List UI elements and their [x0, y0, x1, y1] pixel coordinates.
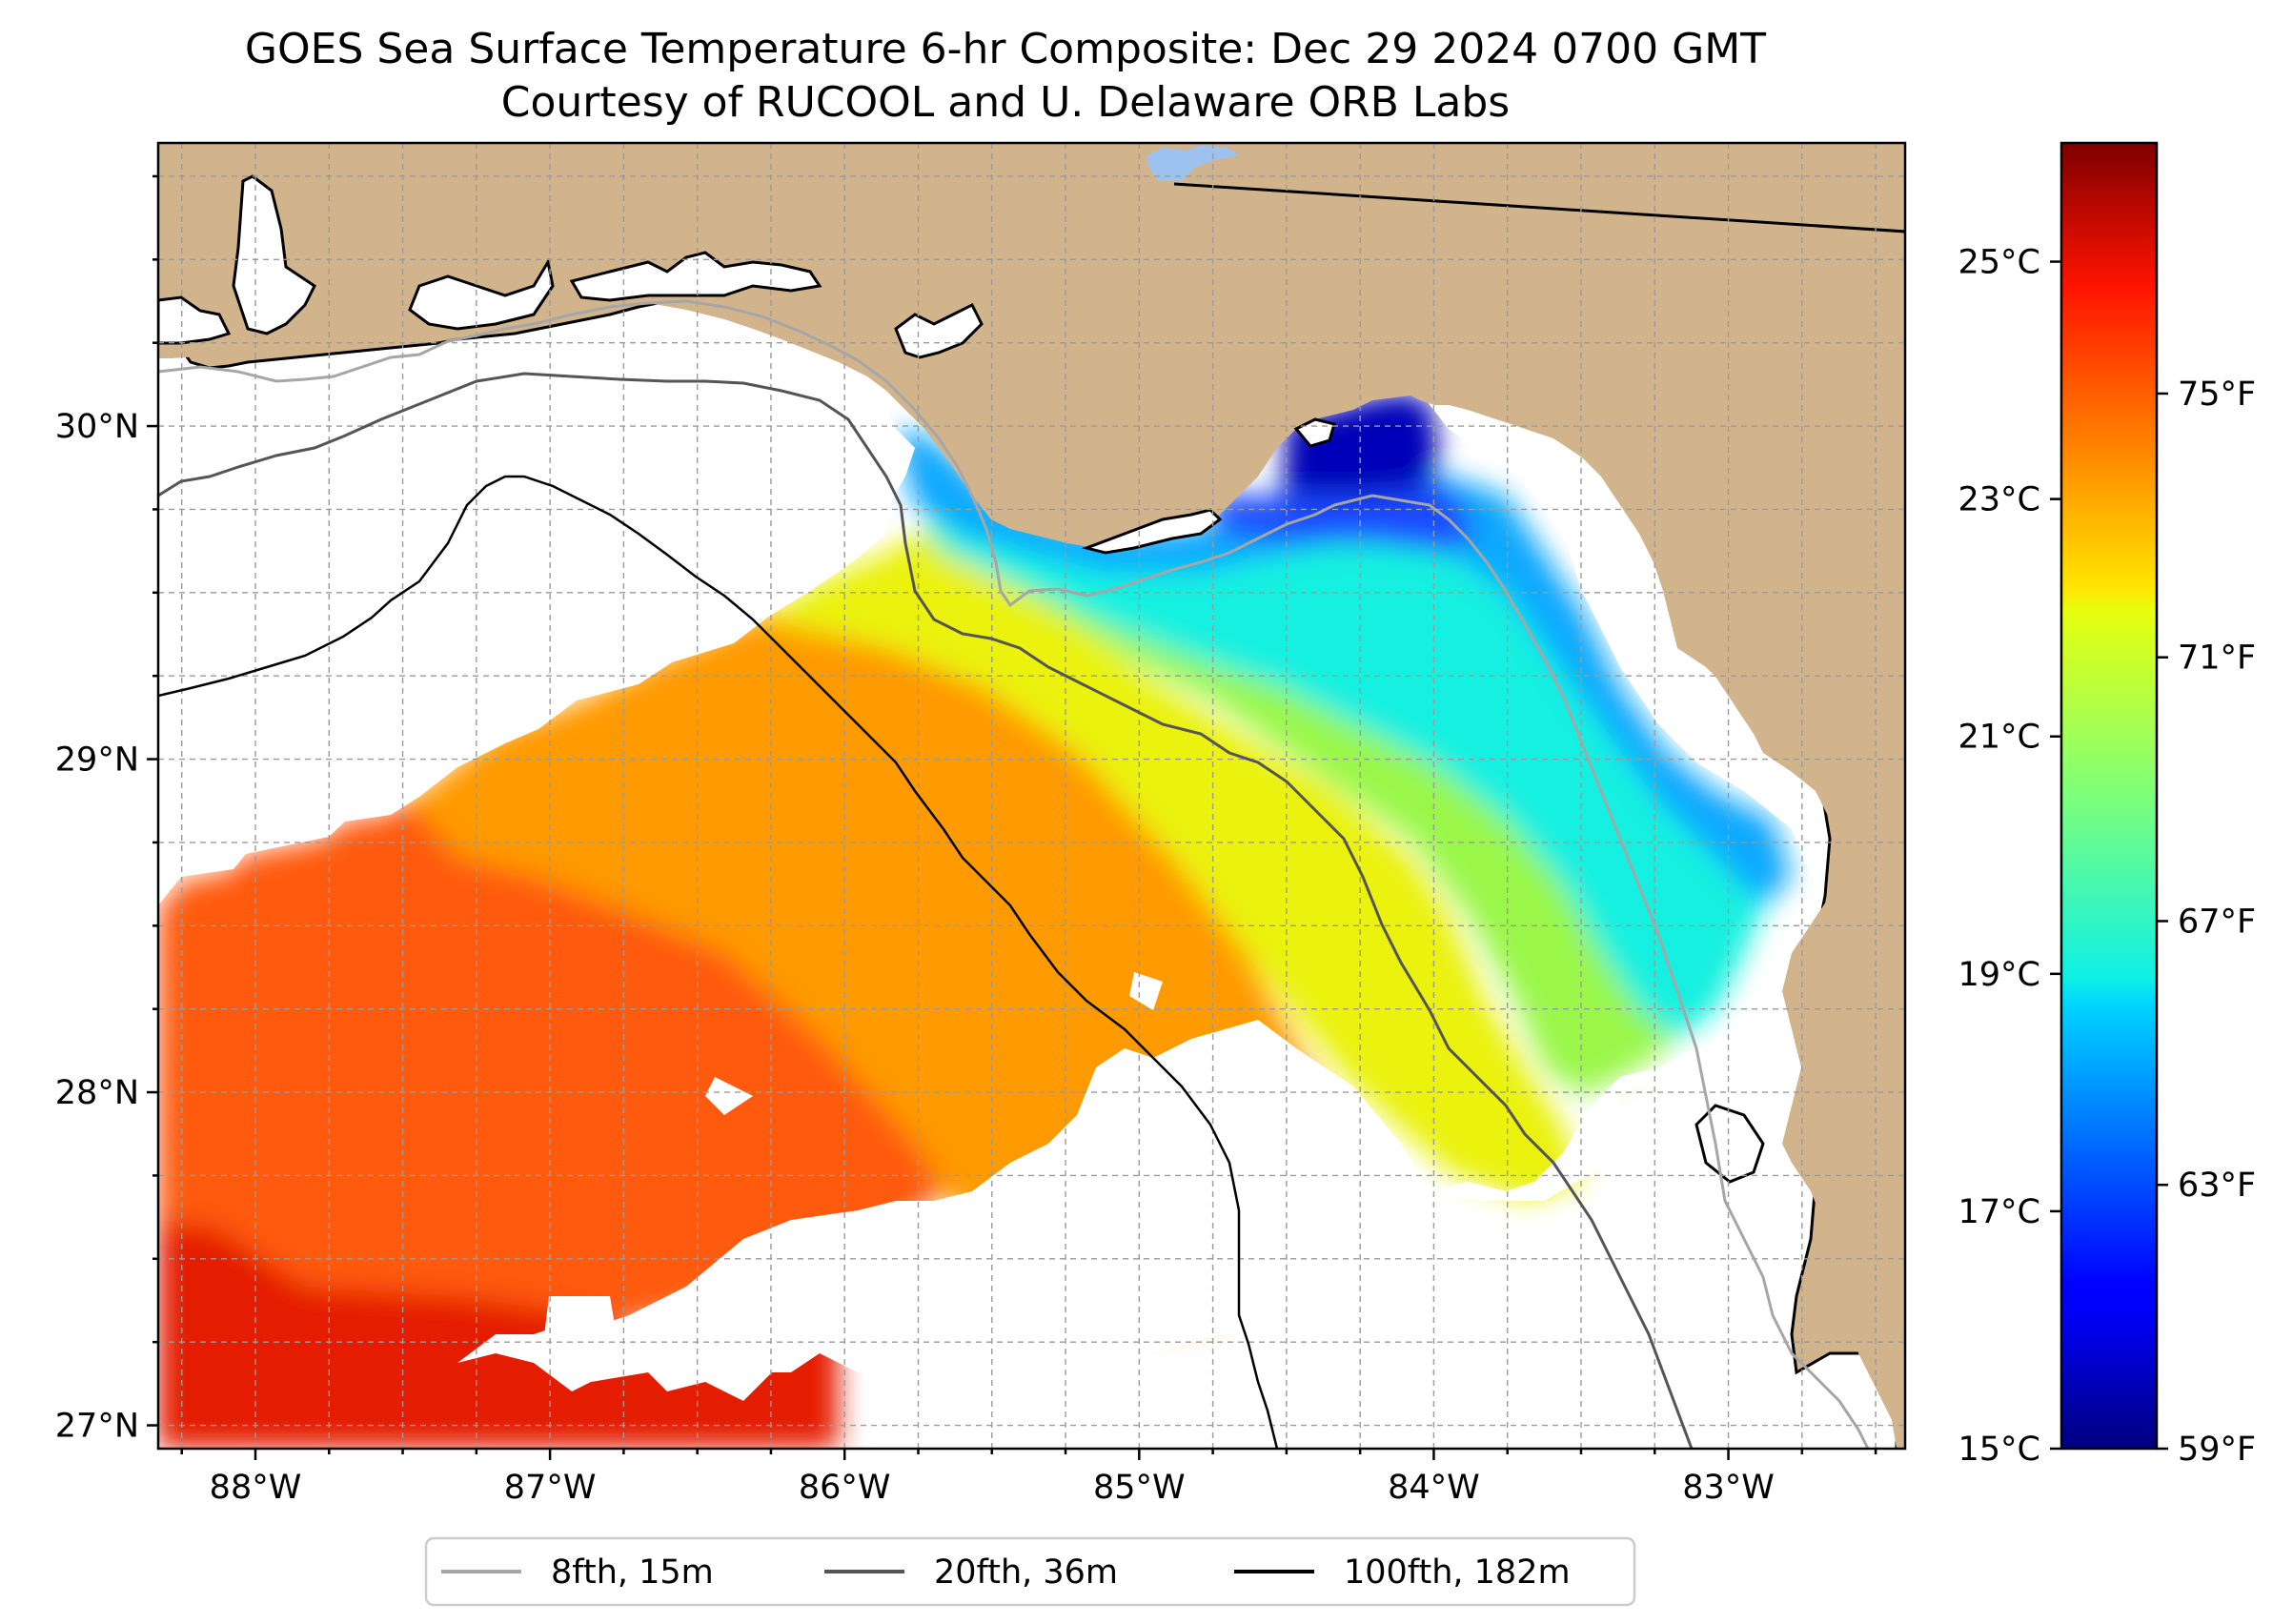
bays — [158, 174, 1765, 1184]
state-boundary-line — [1173, 182, 1905, 233]
map-panel[interactable] — [158, 143, 1906, 1449]
celsius-tick-label: 17°C — [1958, 1193, 2040, 1231]
celsius-tick-label: 19°C — [1958, 956, 2040, 994]
land-west-florida-coast — [158, 143, 1905, 1449]
sst-yellow-band — [762, 534, 1582, 1201]
lake-seminole — [1147, 145, 1239, 181]
x-tick-label: 84°W — [1388, 1469, 1480, 1507]
fahrenheit-tick-label: 75°F — [2178, 376, 2256, 414]
title-line-1: GOES Sea Surface Temperature 6-hr Compos… — [245, 25, 1766, 73]
colorbar-ticks: 25°C 23°C 21°C 19°C 17°C 15°C 75°F 71°F 67°F 63°F… — [1958, 244, 2257, 1469]
colorbar-gradient — [2060, 141, 2159, 1451]
title-line-2: Courtesy of RUCOOL and U. Delaware ORB L… — [501, 78, 1510, 127]
st-andrews-bay — [894, 302, 984, 359]
legend: 8fth, 15m 20fth, 36m 100fth, 182m — [424, 1536, 1636, 1607]
axis-ticks: 88°W 87°W 86°W 85°W 84°W 83°W 27°N 28°N 29°N 30°N — [55, 174, 1877, 1507]
mississippi-sound — [158, 295, 232, 345]
apalachicola-bay — [1081, 508, 1223, 555]
isobaths — [158, 299, 1870, 1449]
y-tick-label: 30°N — [55, 408, 139, 446]
fahrenheit-tick-label: 59°F — [2178, 1431, 2256, 1469]
celsius-tick-label: 25°C — [1958, 244, 2040, 282]
choctawhatchee-bay — [569, 251, 822, 302]
x-tick-label: 88°W — [210, 1469, 302, 1507]
land — [158, 143, 1905, 1449]
sst-field — [158, 172, 1905, 1449]
legend-box — [424, 1536, 1636, 1607]
celsius-tick-label: 21°C — [1958, 719, 2040, 757]
isobath-100fth — [158, 475, 1279, 1449]
fahrenheit-tick-label: 63°F — [2178, 1167, 2256, 1205]
isobath-20fth — [158, 372, 1694, 1449]
x-tick-label: 87°W — [504, 1469, 597, 1507]
y-tick-label: 29°N — [55, 741, 139, 780]
celsius-tick-label: 15°C — [1958, 1431, 2040, 1469]
map-gridlines — [158, 143, 1905, 1449]
legend-label: 8fth, 15m — [551, 1553, 714, 1592]
x-tick-label: 83°W — [1682, 1469, 1775, 1507]
celsius-tick-label: 23°C — [1958, 481, 2040, 519]
x-tick-label: 86°W — [799, 1469, 891, 1507]
legend-label: 20fth, 36m — [934, 1553, 1118, 1592]
y-tick-label: 27°N — [55, 1408, 139, 1446]
fahrenheit-tick-label: 67°F — [2178, 903, 2256, 941]
isobath-8fth — [158, 299, 1870, 1449]
map-frame — [156, 141, 1907, 1451]
legend-label: 100fth, 182m — [1344, 1553, 1571, 1592]
fahrenheit-tick-label: 71°F — [2178, 639, 2256, 678]
x-tick-label: 85°W — [1093, 1469, 1186, 1507]
colorbar: 25°C 23°C 21°C 19°C 17°C 15°C 75°F 71°F 67°F 63°F… — [1958, 141, 2257, 1469]
mobile-bay — [232, 174, 316, 335]
pensacola-bay — [408, 257, 555, 331]
y-tick-label: 28°N — [55, 1074, 139, 1112]
